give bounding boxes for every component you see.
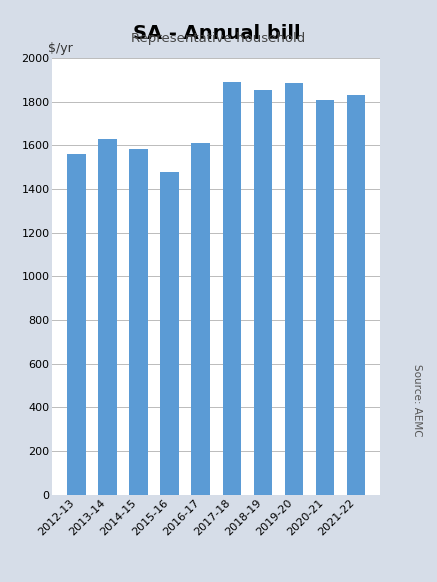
Bar bbox=[67, 154, 86, 495]
Bar bbox=[160, 172, 179, 495]
Bar bbox=[284, 83, 303, 495]
Text: $/yr: $/yr bbox=[48, 42, 73, 55]
Bar bbox=[98, 139, 117, 495]
Bar bbox=[191, 143, 210, 495]
Bar bbox=[253, 90, 272, 495]
Text: Representative household: Representative household bbox=[132, 32, 305, 45]
Text: Source: AEMC: Source: AEMC bbox=[413, 364, 422, 436]
Bar bbox=[316, 100, 334, 495]
Bar bbox=[347, 95, 365, 495]
Title: SA - Annual bill: SA - Annual bill bbox=[132, 24, 300, 42]
Bar bbox=[129, 149, 148, 495]
Bar bbox=[222, 82, 241, 495]
